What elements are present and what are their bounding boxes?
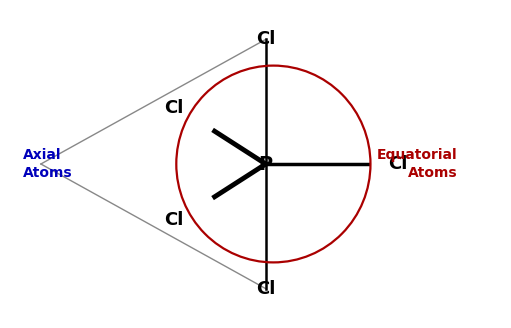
- Text: Cl: Cl: [256, 280, 275, 297]
- Text: P: P: [259, 154, 273, 174]
- Text: Cl: Cl: [165, 211, 184, 229]
- Text: Equatorial
Atoms: Equatorial Atoms: [377, 148, 457, 180]
- Text: Axial
Atoms: Axial Atoms: [23, 148, 73, 180]
- Text: Cl: Cl: [165, 99, 184, 117]
- Text: Cl: Cl: [256, 31, 275, 48]
- Text: Cl: Cl: [388, 155, 408, 173]
